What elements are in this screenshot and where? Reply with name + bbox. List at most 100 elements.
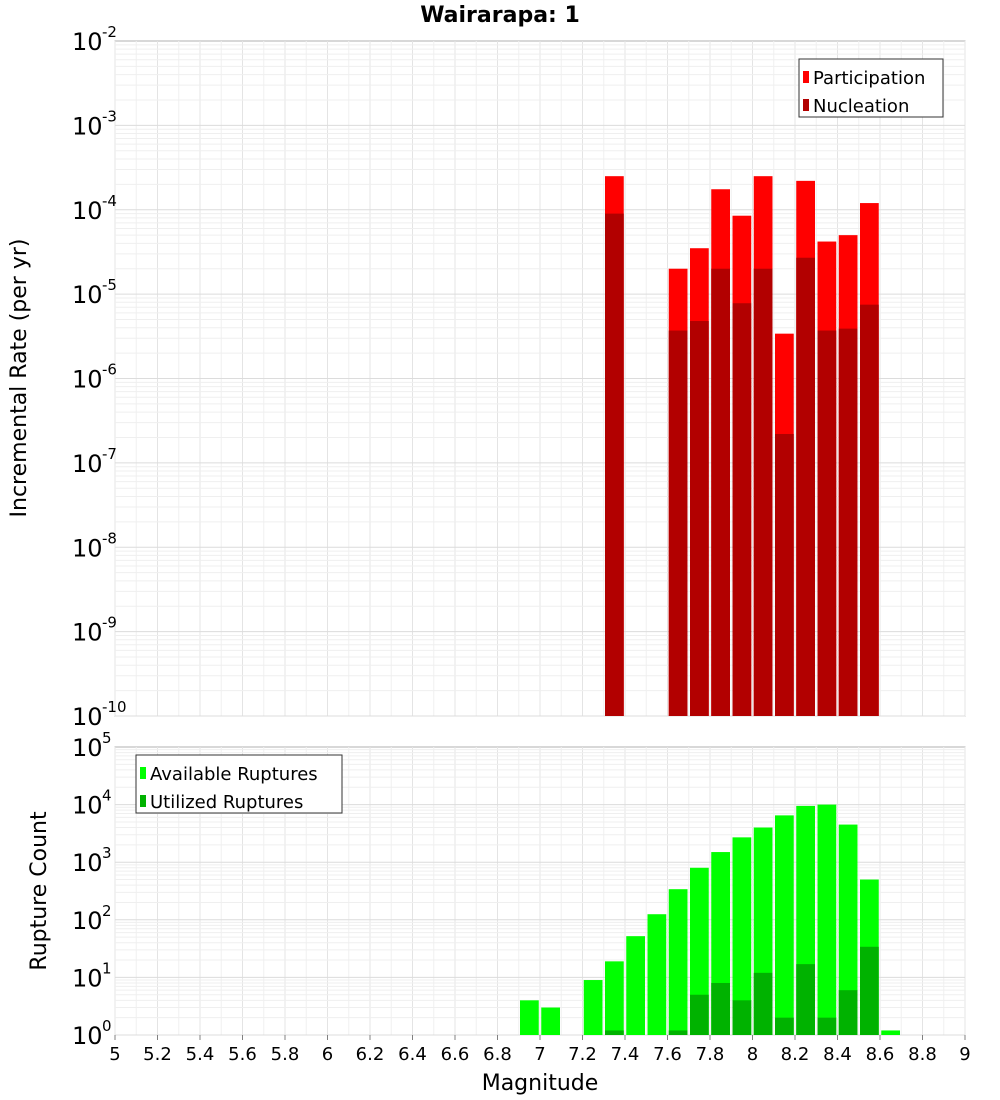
- y-tick-exponent: -8: [102, 529, 117, 547]
- bar-available-ruptures: [583, 980, 603, 1035]
- bar-available-ruptures: [541, 1007, 560, 1035]
- bar-available-ruptures: [605, 961, 624, 1035]
- y-tick-label: 10: [72, 792, 103, 820]
- bar-available-ruptures: [838, 824, 858, 1035]
- y-tick-label: 10: [72, 112, 103, 140]
- x-tick-label: 8.4: [823, 1044, 852, 1065]
- bottom-legend: Available Ruptures Utilized Ruptures: [135, 754, 343, 814]
- bar-available-ruptures: [817, 804, 837, 1035]
- x-tick-label: 5.2: [143, 1044, 172, 1065]
- x-tick-label: 7.8: [696, 1044, 725, 1065]
- x-ticks: 5 5.2 5.4 5.6 5.8 6 6.2 6.4 6.6 6.8 7 7.2 7.4 7.6 7.8 8…: [109, 1035, 971, 1065]
- x-tick-label: 7.2: [568, 1044, 597, 1065]
- chart-title: Wairarapa: 1: [420, 3, 580, 28]
- y-tick-label: 10: [72, 1022, 103, 1050]
- x-tick-label: 8.6: [866, 1044, 895, 1065]
- bar-nucleation: [775, 433, 794, 716]
- y-tick-exponent: -6: [102, 361, 117, 379]
- bar-utilized-ruptures: [668, 1030, 688, 1035]
- legend-swatch: [140, 795, 146, 807]
- bar-nucleation: [732, 303, 752, 716]
- bar-nucleation: [817, 330, 837, 716]
- bottom-y-axis-label: Rupture Count: [27, 811, 52, 971]
- bar-available-ruptures: [690, 867, 709, 1035]
- bar-utilized-ruptures: [775, 1017, 794, 1035]
- y-tick-label: 10: [72, 619, 103, 647]
- bar-nucleation: [690, 321, 709, 716]
- y-tick-label: 10: [72, 450, 103, 478]
- bar-utilized-ruptures: [796, 964, 815, 1035]
- top-bars: [605, 176, 879, 717]
- bar-nucleation: [753, 268, 773, 716]
- y-tick-label: 10: [72, 28, 103, 56]
- legend-entry: Available Ruptures: [150, 764, 318, 785]
- x-tick-label: 8: [747, 1044, 758, 1065]
- legend-box: [135, 754, 343, 814]
- top-grid: [114, 41, 966, 717]
- legend-swatch: [140, 767, 146, 779]
- y-tick-exponent: -9: [102, 614, 117, 632]
- x-tick-label: 5: [109, 1044, 120, 1065]
- bar-utilized-ruptures: [817, 1017, 837, 1035]
- bar-available-ruptures: [775, 815, 794, 1035]
- legend-swatch: [803, 99, 809, 111]
- bar-utilized-ruptures: [732, 1000, 752, 1035]
- bar-available-ruptures: [520, 1000, 539, 1035]
- x-tick-label: 7: [534, 1044, 545, 1065]
- bar-nucleation: [711, 268, 730, 716]
- x-tick-label: 5.6: [228, 1044, 257, 1065]
- bar-nucleation: [860, 304, 879, 716]
- x-tick-label: 6.4: [398, 1044, 427, 1065]
- y-tick-label: 10: [72, 197, 103, 225]
- x-tick-label: 7.4: [611, 1044, 640, 1065]
- x-tick-label: 6.6: [441, 1044, 470, 1065]
- bar-utilized-ruptures: [711, 982, 730, 1035]
- bar-available-ruptures: [881, 1030, 900, 1035]
- y-tick-label: 10: [72, 907, 103, 935]
- y-tick-exponent: -4: [102, 192, 117, 210]
- y-tick-label: 10: [72, 281, 103, 309]
- x-tick-label: 7.6: [653, 1044, 682, 1065]
- y-tick-label: 10: [72, 849, 103, 877]
- x-tick-label: 6.8: [483, 1044, 512, 1065]
- bar-nucleation: [838, 328, 858, 716]
- bar-nucleation: [605, 213, 624, 717]
- top-y-axis-label: Incremental Rate (per yr): [7, 239, 32, 518]
- y-tick-label: 10: [72, 534, 103, 562]
- x-tick-label: 8.2: [781, 1044, 810, 1065]
- legend-entry: Participation: [813, 68, 925, 89]
- bar-available-ruptures: [626, 936, 645, 1035]
- legend-entry: Utilized Ruptures: [150, 792, 303, 813]
- bar-available-ruptures: [647, 914, 667, 1035]
- y-tick-exponent: -5: [102, 276, 117, 294]
- y-tick-label: 10: [72, 964, 103, 992]
- x-tick-label: 5.4: [186, 1044, 215, 1065]
- bar-available-ruptures: [668, 889, 688, 1035]
- bar-nucleation: [796, 257, 815, 716]
- bar-utilized-ruptures: [605, 1030, 624, 1035]
- bottom-bars: [520, 804, 900, 1035]
- legend-entry: Nucleation: [813, 96, 909, 117]
- top-legend: Participation Nucleation: [798, 58, 944, 118]
- legend-swatch: [803, 71, 809, 83]
- bar-utilized-ruptures: [838, 990, 858, 1035]
- y-tick-exponent: 0: [102, 1017, 112, 1035]
- x-tick-label: 6: [322, 1044, 333, 1065]
- bar-utilized-ruptures: [690, 994, 709, 1035]
- bar-available-ruptures: [732, 837, 752, 1035]
- bar-utilized-ruptures: [860, 946, 879, 1035]
- x-tick-label: 5.8: [271, 1044, 300, 1065]
- y-tick-label: 10: [72, 703, 103, 731]
- x-tick-label: 8.8: [908, 1044, 937, 1065]
- y-tick-exponent: 4: [102, 787, 112, 805]
- y-tick-exponent: -3: [102, 107, 117, 125]
- y-tick-exponent: 1: [102, 959, 112, 977]
- x-axis-label: Magnitude: [482, 1071, 599, 1096]
- y-tick-exponent: -10: [102, 698, 127, 716]
- bar-utilized-ruptures: [753, 972, 773, 1035]
- y-tick-label: 10: [72, 734, 103, 762]
